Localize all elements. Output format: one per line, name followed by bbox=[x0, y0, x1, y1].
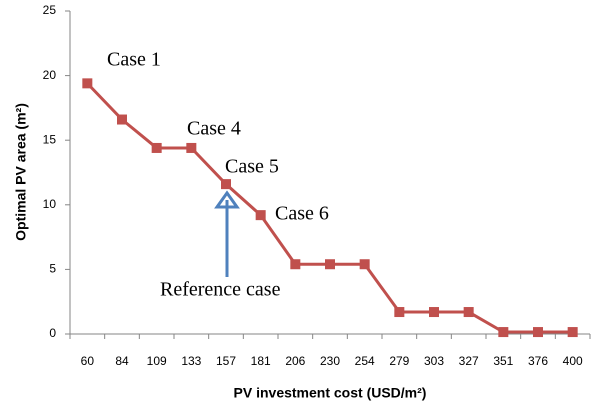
y-tick-label: 0 bbox=[49, 326, 56, 340]
marker bbox=[117, 114, 127, 125]
x-tick-label: 327 bbox=[459, 354, 479, 368]
y-tick-label: 20 bbox=[43, 68, 57, 82]
x-tick-label: 254 bbox=[355, 354, 375, 368]
marker bbox=[394, 307, 405, 318]
marker bbox=[463, 307, 474, 318]
y-tick-label: 15 bbox=[43, 132, 57, 146]
x-tick-label: 206 bbox=[285, 354, 305, 368]
x-tick-label: 376 bbox=[528, 354, 548, 368]
marker bbox=[498, 327, 509, 338]
marker bbox=[567, 327, 578, 338]
marker bbox=[151, 142, 162, 153]
x-tick-label: 133 bbox=[181, 354, 201, 368]
x-tick-label: 400 bbox=[563, 354, 583, 368]
marker bbox=[533, 327, 543, 338]
y-axis-title: Optimal PV area (m²) bbox=[13, 103, 29, 241]
annotation: Case 4 bbox=[187, 118, 241, 140]
y-tick-label: 5 bbox=[49, 262, 56, 276]
x-axis-title: PV investment cost (USD/m²) bbox=[234, 385, 427, 401]
marker bbox=[290, 259, 301, 270]
marker bbox=[359, 259, 370, 270]
annotation: Reference case bbox=[160, 279, 281, 301]
x-tick-label: 181 bbox=[251, 354, 271, 368]
y-tick-label: 25 bbox=[43, 3, 57, 17]
marker bbox=[82, 78, 93, 89]
annotation: Case 1 bbox=[107, 49, 161, 71]
arrow bbox=[214, 190, 240, 277]
x-tick-label: 351 bbox=[493, 354, 513, 368]
x-tick-label: 60 bbox=[81, 354, 95, 368]
marker bbox=[429, 307, 439, 318]
annotation: Case 5 bbox=[225, 156, 279, 178]
marker bbox=[255, 210, 266, 221]
marker bbox=[325, 259, 335, 270]
x-tick-label: 109 bbox=[147, 354, 167, 368]
x-tick-label: 279 bbox=[389, 354, 409, 368]
x-tick-label: 84 bbox=[115, 354, 129, 368]
x-tick-label: 303 bbox=[424, 354, 444, 368]
x-tick-label: 230 bbox=[320, 354, 340, 368]
x-tick-label: 157 bbox=[216, 354, 236, 368]
marker bbox=[221, 179, 231, 190]
y-tick-label: 10 bbox=[43, 197, 57, 211]
marker bbox=[186, 142, 197, 153]
annotation: Case 6 bbox=[275, 203, 329, 225]
